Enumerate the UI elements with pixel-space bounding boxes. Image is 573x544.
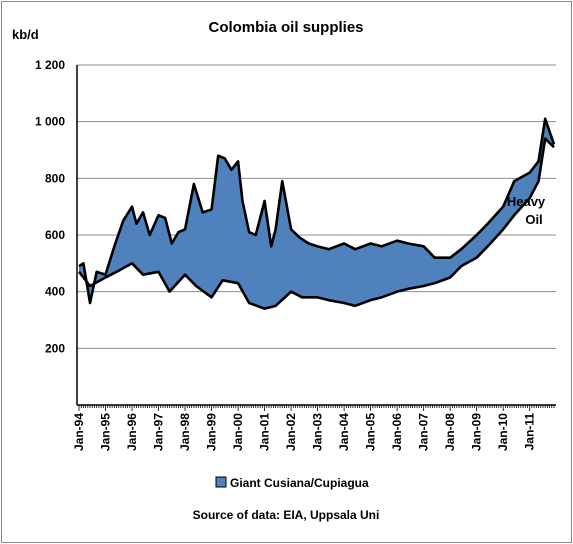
axes [76, 65, 556, 411]
y-axis-unit-label: kb/d [12, 27, 39, 42]
area-band [79, 118, 554, 309]
y-tick-labels: 200 400 600 800 1 000 1 200 [35, 58, 65, 355]
x-tick-label: Jan-94 [72, 413, 86, 451]
x-tick-label: Jan-08 [443, 413, 457, 451]
x-tick-label: Jan-05 [364, 413, 378, 451]
x-tick-label: Jan-02 [284, 413, 298, 451]
y-tick-label: 1 000 [35, 115, 65, 129]
y-tick-label: 1 200 [35, 58, 65, 72]
x-tick-label: Jan-03 [311, 413, 325, 451]
x-tick-labels: Jan-94 Jan-95 Jan-96 Jan-97 Jan-98 Jan-99 Jan-… [72, 413, 537, 451]
x-tick-label: Jan-04 [337, 413, 351, 451]
legend: Giant Cusiana/Cupiagua [215, 476, 369, 490]
x-tick-label: Jan-07 [417, 413, 431, 451]
annotation-oil: Oil [525, 212, 542, 227]
annotation-heavy: Heavy [507, 194, 546, 209]
source-note: Source of data: EIA, Uppsala Uni [193, 508, 380, 522]
x-tick-label: Jan-10 [496, 413, 510, 451]
x-tick-label: Jan-11 [523, 413, 537, 451]
x-tick-label: Jan-96 [125, 413, 139, 451]
x-tick-label: Jan-97 [152, 413, 166, 451]
y-tick-label: 800 [45, 171, 65, 185]
gridlines [77, 64, 556, 349]
y-tick-label: 200 [45, 341, 65, 355]
area-series [77, 117, 556, 310]
upper-line [78, 117, 556, 305]
legend-label: Giant Cusiana/Cupiagua [230, 476, 369, 490]
x-tick-label: Jan-00 [231, 413, 245, 451]
legend-swatch [215, 476, 227, 488]
x-tick-label: Jan-06 [390, 413, 404, 451]
lower-line [77, 137, 555, 310]
x-tick-label: Jan-98 [178, 413, 192, 451]
x-tick-label: Jan-99 [205, 413, 219, 451]
y-tick-label: 400 [45, 285, 65, 299]
x-tick-label: Jan-95 [99, 413, 113, 451]
y-tick-label: 600 [45, 228, 65, 242]
chart-title: Colombia oil supplies [208, 19, 363, 36]
x-tick-label: Jan-09 [470, 413, 484, 451]
x-tick-label: Jan-01 [258, 413, 272, 451]
